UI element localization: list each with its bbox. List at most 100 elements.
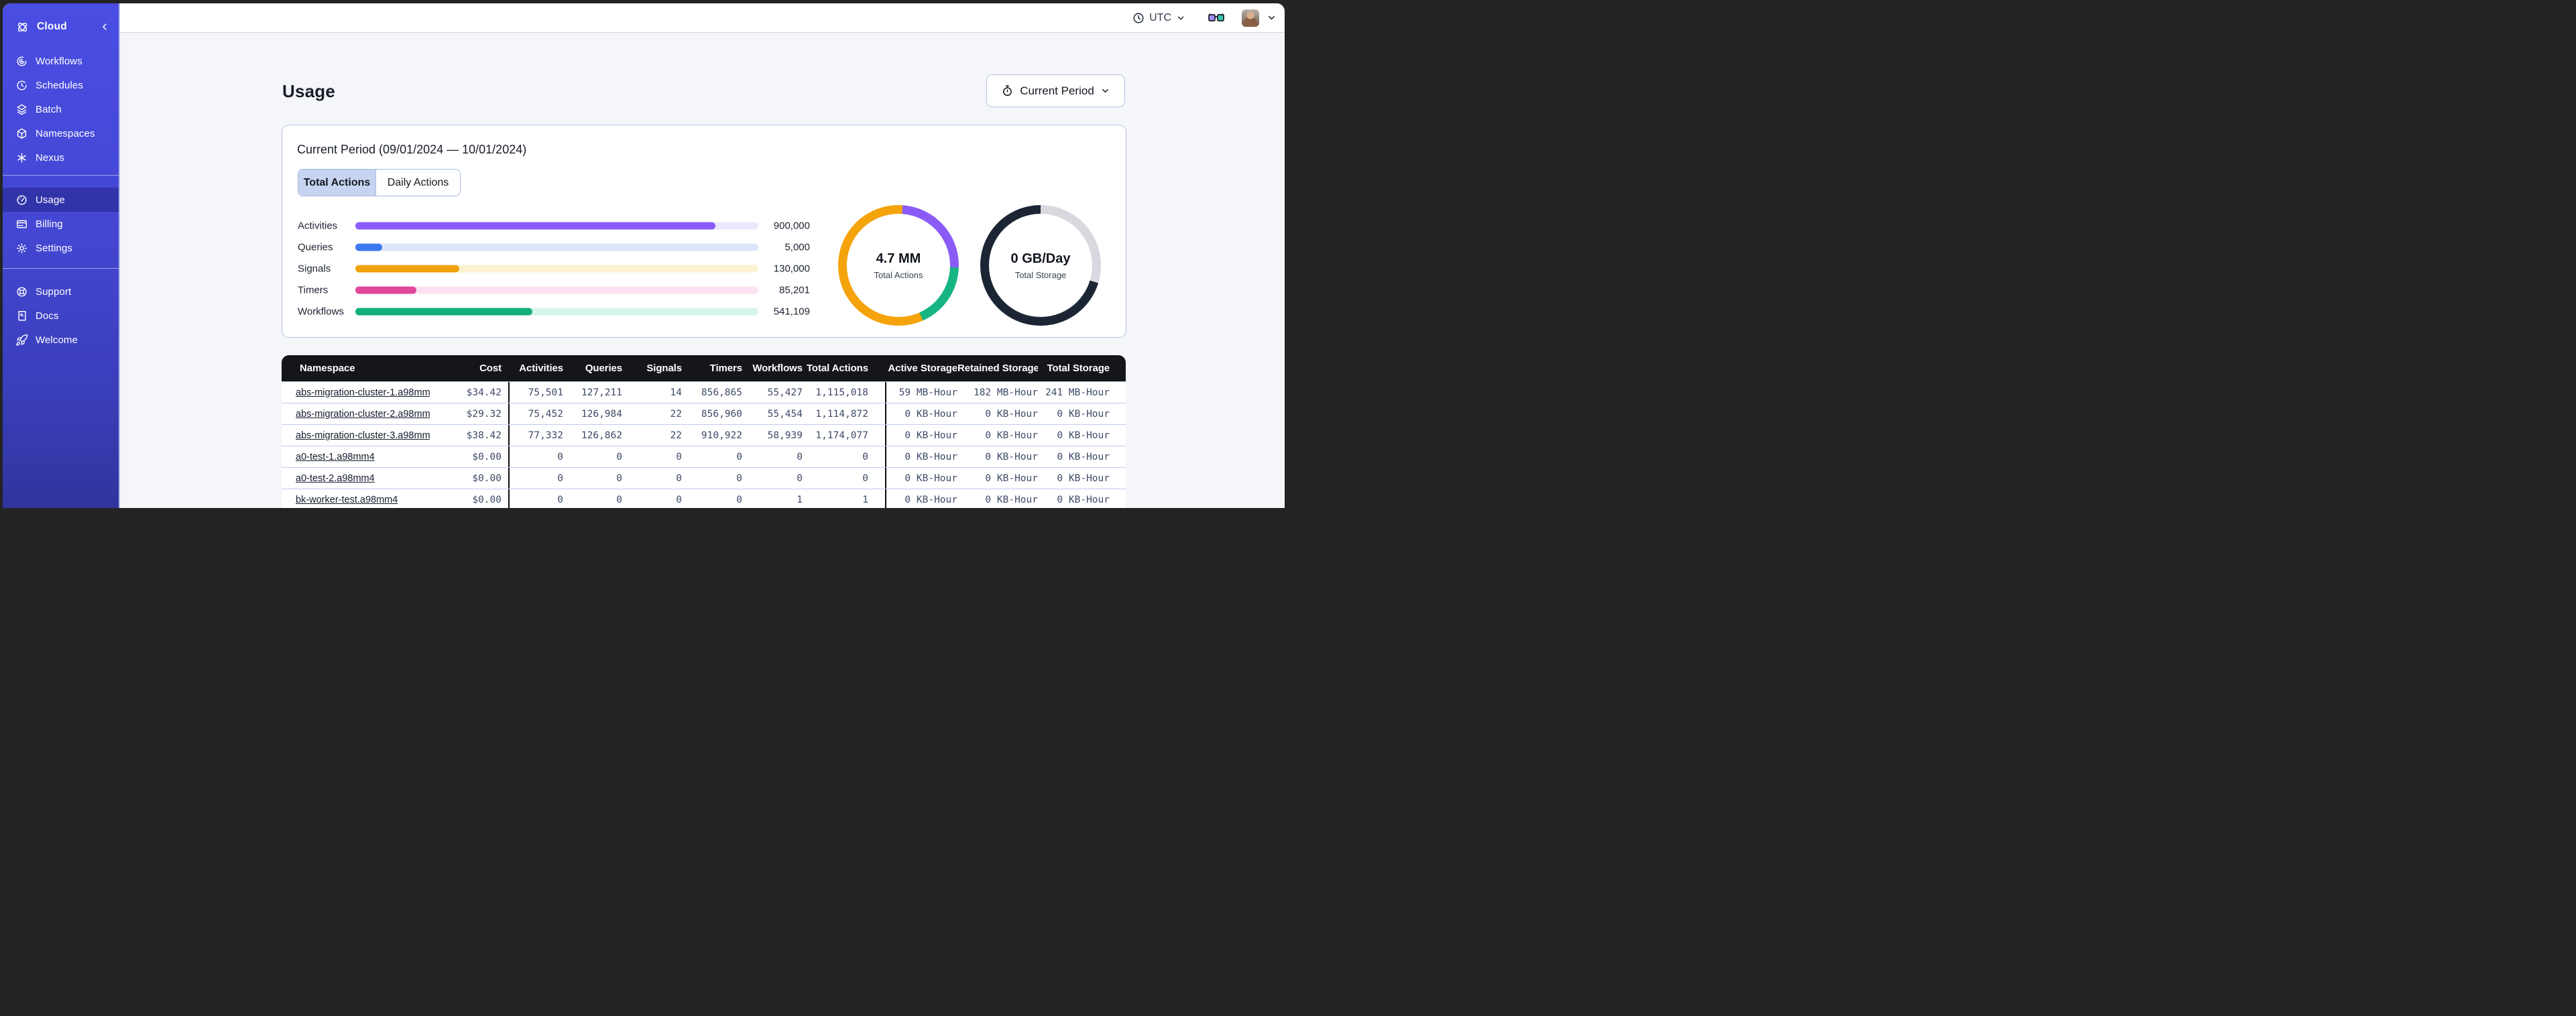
bar-track: [355, 222, 758, 230]
namespaces-icon: [15, 127, 28, 140]
column-header-signals: Signals: [646, 363, 682, 374]
activities-cell: 0: [508, 446, 563, 467]
nexus-icon: [15, 151, 28, 164]
namespace-cell: bk-worker-test.a98mm4: [282, 495, 430, 505]
bar-fill: [355, 286, 417, 294]
period-selector-label: Current Period: [1020, 84, 1094, 97]
workflows-cell: 1: [797, 494, 803, 505]
total-storage-cell: 0 KB-Hour: [1057, 451, 1110, 462]
period-selector-button[interactable]: Current Period: [986, 74, 1125, 107]
sidebar-item-schedules[interactable]: Schedules: [3, 73, 119, 97]
welcome-rocket-icon: [15, 334, 28, 346]
column-header-retained-storage: Retained Storage: [957, 363, 1038, 374]
queries-cell: 0: [616, 494, 622, 505]
sidebar-item-label: Namespaces: [36, 127, 95, 139]
actions-bar-chart: Activities 900,000 Queries: [282, 215, 1126, 322]
cost-cell: $34.42: [466, 387, 502, 398]
column-header-timers: Timers: [709, 363, 742, 374]
sidebar-item-label: Support: [36, 285, 72, 298]
usage-icon: [15, 194, 28, 206]
bar-label: Timers: [298, 284, 329, 296]
table-header-row: Namespace Cost Activities Queries Signal…: [282, 355, 1126, 381]
bar-value: 130,000: [773, 263, 810, 275]
bar-chart-row: Queries 5,000: [282, 237, 1126, 258]
tab-total-actions[interactable]: Total Actions: [298, 170, 375, 196]
sidebar-item-batch[interactable]: Batch: [3, 97, 119, 121]
workflows-cell: 58,939: [767, 430, 803, 441]
timers-cell: 0: [736, 451, 742, 462]
sidebar-item-label: Billing: [36, 218, 63, 230]
sidebar-item-support[interactable]: Support: [3, 279, 119, 304]
sidebar-item-usage[interactable]: Usage: [3, 188, 119, 212]
column-header-cost: Cost: [479, 363, 502, 374]
schedules-icon: [15, 79, 28, 92]
namespace-link[interactable]: bk-worker-test.a98mm4: [296, 494, 398, 505]
cost-cell: $29.32: [466, 408, 502, 420]
timezone-label: UTC: [1149, 11, 1171, 23]
chevron-down-icon: [1100, 86, 1110, 96]
cost-cell: $0.00: [472, 451, 502, 462]
donut-value: 0 GB/Day: [1010, 251, 1071, 266]
donut-label: Total Actions: [874, 269, 923, 280]
timers-cell: 856,865: [701, 387, 742, 398]
total-actions-donut-chart: 4.7 MM Total Actions: [838, 205, 959, 326]
active-storage-cell: 59 MB-Hour: [885, 382, 957, 403]
namespace-link[interactable]: abs-migration-cluster-3.a98mm4: [296, 430, 430, 441]
queries-cell: 126,984: [581, 408, 622, 420]
signals-cell: 0: [676, 472, 682, 484]
table-row: abs-migration-cluster-2.a98mm4 $29.32 75…: [282, 403, 1126, 424]
sidebar-item-settings[interactable]: Settings: [3, 236, 119, 260]
sidebar-item-namespaces[interactable]: Namespaces: [3, 121, 119, 145]
bar-track: [355, 308, 758, 316]
column-header-namespace: Namespace: [300, 363, 355, 374]
bar-fill: [355, 265, 460, 273]
sidebar-item-billing[interactable]: Billing: [3, 212, 119, 236]
namespace-link[interactable]: abs-migration-cluster-2.a98mm4: [296, 408, 430, 420]
sidebar-item-welcome[interactable]: Welcome: [3, 328, 119, 352]
account-menu-chevron-icon[interactable]: [1267, 13, 1277, 23]
glasses-theme-icon[interactable]: [1208, 13, 1224, 23]
active-storage-cell: 0 KB-Hour: [885, 489, 957, 508]
sidebar-item-label: Settings: [36, 242, 72, 254]
tab-daily-actions[interactable]: Daily Actions: [375, 170, 460, 196]
workflows-cell: 0: [797, 472, 803, 484]
bar-value: 85,201: [779, 284, 810, 296]
temporal-logo-icon: [15, 20, 30, 34]
bar-label: Activities: [298, 220, 338, 232]
queries-cell: 0: [616, 472, 622, 484]
namespace-link[interactable]: abs-migration-cluster-1.a98mm4: [296, 387, 430, 398]
retained-storage-cell: 0 KB-Hour: [985, 494, 1038, 505]
column-header-queries: Queries: [585, 363, 622, 374]
timezone-selector[interactable]: UTC: [1132, 12, 1185, 24]
bar-label: Queries: [298, 241, 333, 253]
sidebar-divider: [3, 175, 119, 176]
signals-cell: 0: [676, 451, 682, 462]
column-header-workflows: Workflows: [752, 363, 803, 374]
total-actions-cell: 1,174,077: [815, 430, 868, 441]
sidebar-item-nexus[interactable]: Nexus: [3, 145, 119, 170]
total-actions-cell: 1,114,872: [815, 408, 868, 420]
signals-cell: 14: [670, 387, 682, 398]
sidebar-item-cloud[interactable]: Cloud: [3, 13, 119, 40]
activities-cell: 0: [508, 468, 563, 489]
namespace-link[interactable]: a0-test-1.a98mm4: [296, 451, 375, 462]
namespace-cell: abs-migration-cluster-1.a98mm4: [282, 387, 430, 398]
sidebar-item-docs[interactable]: Docs: [3, 304, 119, 328]
bar-value: 900,000: [773, 220, 810, 232]
column-header-active-storage: Active Storage: [888, 363, 957, 374]
avatar[interactable]: [1242, 9, 1259, 27]
namespace-cell: abs-migration-cluster-2.a98mm4: [282, 409, 430, 420]
table-row: abs-migration-cluster-1.a98mm4 $34.42 75…: [282, 381, 1126, 403]
column-header-activities: Activities: [519, 363, 563, 374]
stopwatch-icon: [1001, 84, 1014, 97]
sidebar-item-workflows[interactable]: Workflows: [3, 49, 119, 73]
collapse-sidebar-icon[interactable]: [99, 21, 110, 32]
page-title: Usage: [282, 81, 336, 101]
sidebar-item-label: Welcome: [36, 334, 78, 346]
billing-icon: [15, 218, 28, 231]
namespace-link[interactable]: a0-test-2.a98mm4: [296, 472, 375, 484]
sidebar-item-label: Docs: [36, 310, 59, 322]
namespace-cell: a0-test-2.a98mm4: [282, 473, 430, 484]
total-storage-cell: 0 KB-Hour: [1057, 408, 1110, 420]
namespace-usage-table: Namespace Cost Activities Queries Signal…: [282, 355, 1126, 508]
